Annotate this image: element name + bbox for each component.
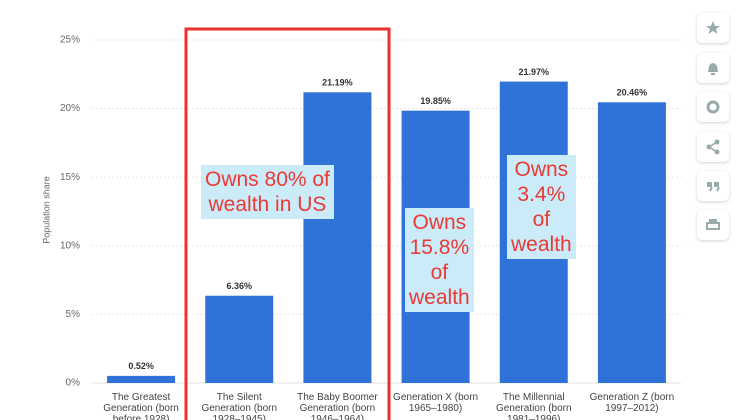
value-label: 21.97% bbox=[518, 67, 549, 77]
bar bbox=[205, 295, 274, 383]
x-tick-label: The Greatest Generation (born before 192… bbox=[103, 392, 179, 420]
annotation: Owns 80% of wealth in US bbox=[201, 165, 334, 219]
cite-button[interactable] bbox=[697, 171, 729, 201]
notification-button[interactable] bbox=[697, 53, 729, 83]
bar bbox=[597, 102, 666, 383]
x-tick-label: The Silent Generation (born 1928–1945) bbox=[201, 392, 278, 420]
y-tick-label: 0% bbox=[66, 378, 81, 389]
bar bbox=[303, 92, 372, 384]
y-axis-title: Population share bbox=[41, 176, 51, 244]
highlight-frame bbox=[184, 27, 391, 420]
bar bbox=[107, 375, 176, 383]
value-label: 21.19% bbox=[322, 78, 353, 88]
settings-button[interactable] bbox=[697, 92, 729, 122]
y-tick-label: 15% bbox=[60, 172, 80, 183]
x-tick-label: The Millennial Generation (born 1981–199… bbox=[495, 392, 572, 420]
annotation: Owns 3.4% of wealth bbox=[507, 155, 576, 259]
y-tick-label: 10% bbox=[60, 240, 80, 251]
value-label: 6.36% bbox=[226, 281, 252, 291]
value-label: 19.85% bbox=[420, 96, 451, 106]
x-tick-label: Generation Z (born 1997–2012) bbox=[589, 392, 675, 414]
y-tick-label: 25% bbox=[60, 35, 80, 46]
value-label: 0.52% bbox=[128, 361, 154, 371]
print-button[interactable] bbox=[697, 210, 729, 240]
value-label: 20.46% bbox=[617, 88, 648, 98]
star-button[interactable] bbox=[697, 13, 729, 43]
y-tick-label: 20% bbox=[60, 103, 80, 114]
y-tick-label: 5% bbox=[66, 309, 81, 320]
share-button[interactable] bbox=[697, 132, 729, 162]
annotation: Owns 15.8% of wealth bbox=[405, 208, 474, 312]
x-tick-label: The Baby Boomer Generation (born 1946–19… bbox=[297, 392, 378, 420]
x-tick-label: Generation X (born 1965–1980) bbox=[393, 392, 479, 414]
